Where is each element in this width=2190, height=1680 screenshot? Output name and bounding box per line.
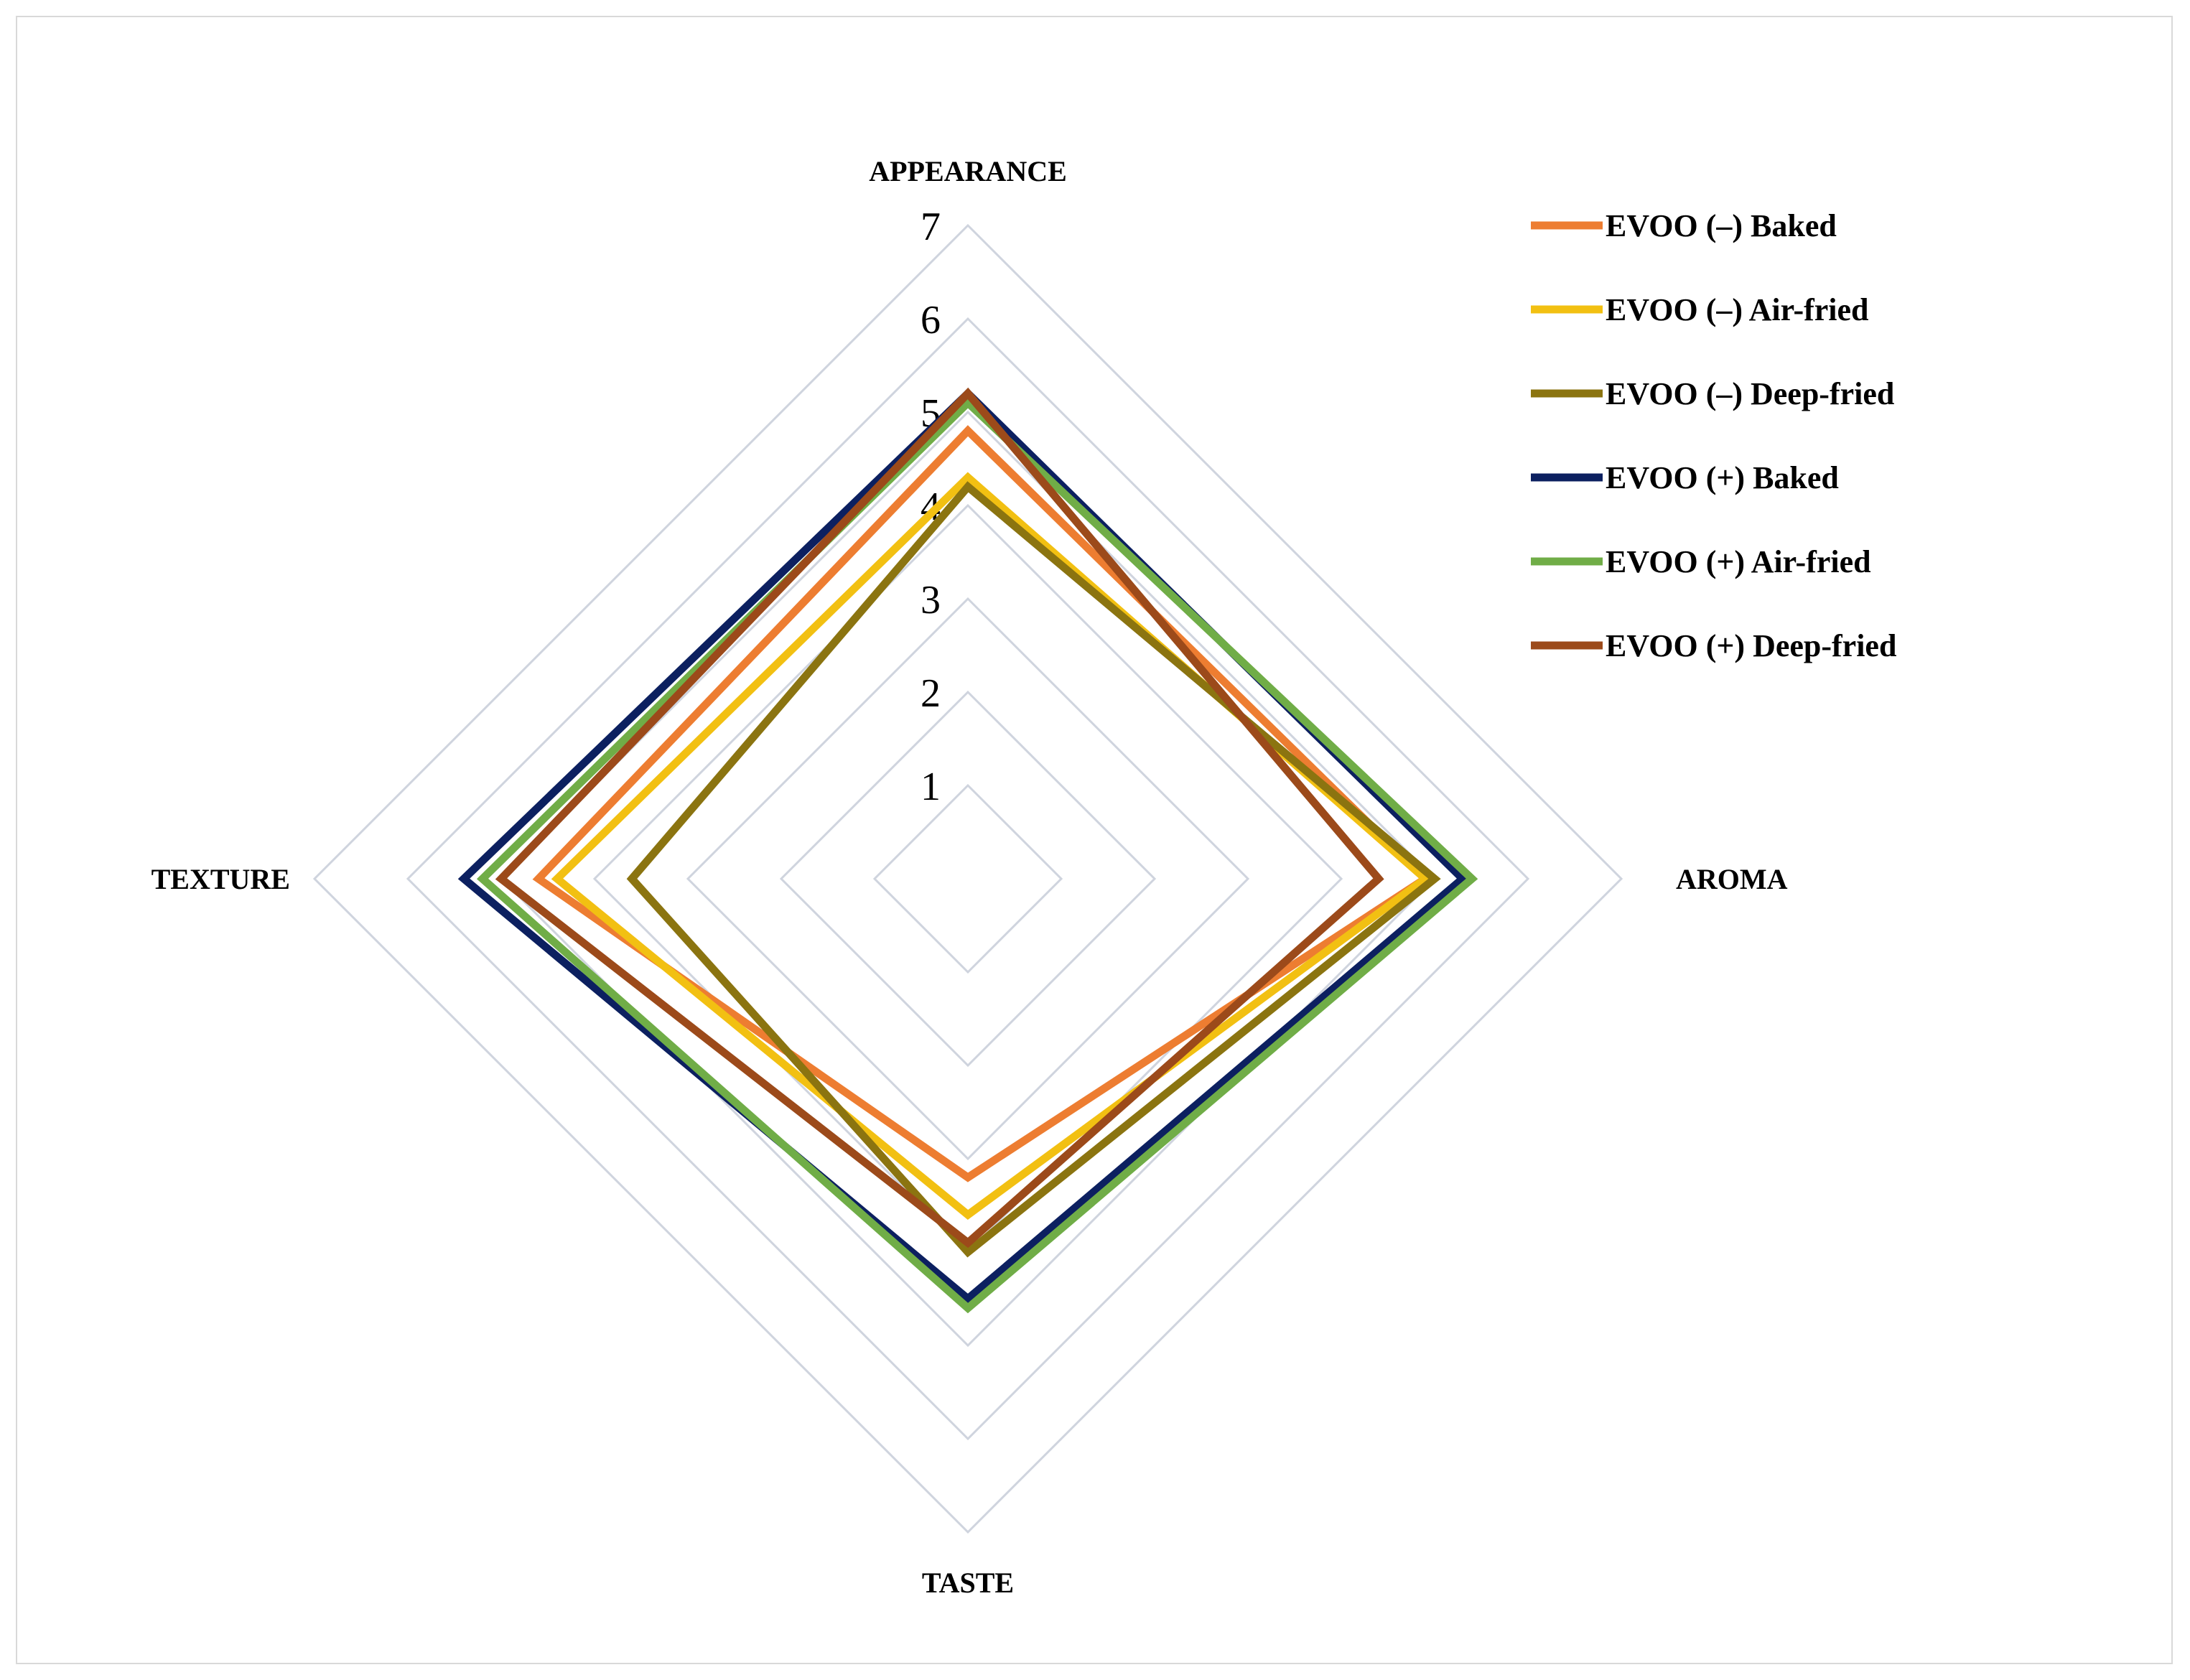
- grid: [312, 223, 1623, 1534]
- legend-label-0: EVOO (–) Baked: [1606, 208, 1837, 243]
- series-line-1: [551, 472, 1432, 1220]
- axis-label-texture: TEXTURE: [152, 863, 290, 895]
- tick-label-1: 1: [921, 765, 941, 809]
- grid-ring-1: [872, 783, 1063, 974]
- legend-label-5: EVOO (+) Deep-fried: [1606, 628, 1896, 663]
- grid-ring-5: [499, 410, 1437, 1348]
- series-line-2: [626, 481, 1441, 1258]
- tick-label-6: 6: [921, 298, 941, 342]
- grid-ring-6: [406, 317, 1530, 1441]
- series-line-4: [476, 397, 1478, 1314]
- axis-label-taste: TASTE: [922, 1567, 1014, 1599]
- axis-labels: APPEARANCE AROMA TASTE TEXTURE: [152, 155, 1788, 1599]
- tick-label-7: 7: [921, 205, 941, 249]
- legend-label-3: EVOO (+) Baked: [1606, 460, 1839, 495]
- data-series: [457, 387, 1478, 1314]
- grid-ring-4: [592, 503, 1343, 1254]
- legend-label-4: EVOO (+) Air-fried: [1606, 544, 1871, 579]
- grid-ring-3: [686, 597, 1250, 1161]
- grid-ring-7: [312, 223, 1623, 1534]
- tick-label-2: 2: [921, 671, 941, 716]
- legend-label-1: EVOO (–) Air-fried: [1606, 292, 1869, 327]
- series-line-0: [532, 425, 1432, 1182]
- series-line-3: [457, 388, 1469, 1305]
- legend: EVOO (–) Baked EVOO (–) Air-fried EVOO (–)…: [1531, 208, 1896, 663]
- axis-label-aroma: AROMA: [1676, 863, 1788, 895]
- series-line-5: [495, 387, 1384, 1249]
- tick-label-3: 3: [921, 578, 941, 622]
- axis-label-appearance: APPEARANCE: [869, 155, 1067, 187]
- legend-label-2: EVOO (–) Deep-fried: [1606, 376, 1894, 411]
- grid-ring-2: [779, 690, 1157, 1068]
